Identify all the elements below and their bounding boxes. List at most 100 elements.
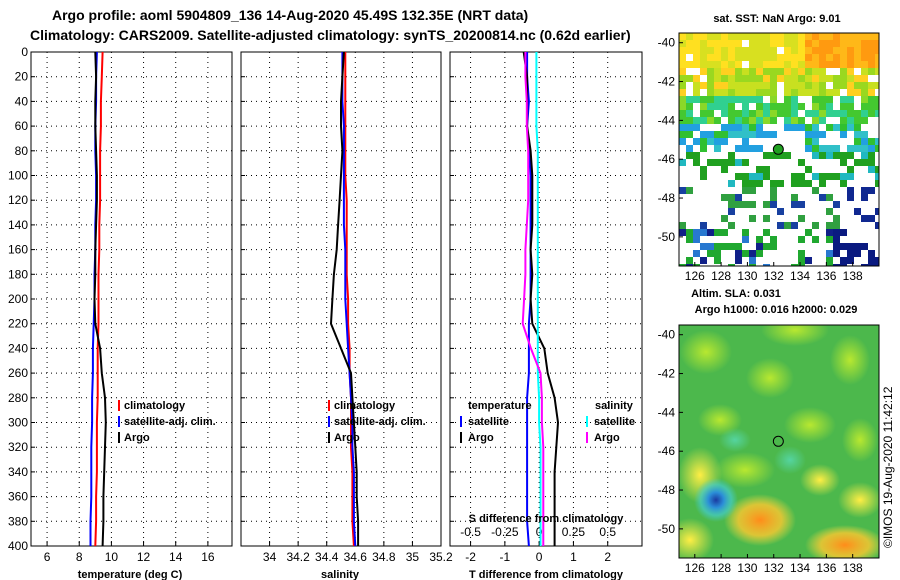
y-tick-label: 140 (8, 218, 28, 232)
sst-pixel (798, 180, 805, 187)
sst-pixel (707, 54, 714, 61)
y-tick-label: 280 (8, 391, 28, 405)
legend-label: satellite-adj. clim. (124, 416, 216, 428)
sst-pixel (728, 103, 735, 110)
sst-pixel (791, 40, 798, 47)
sst-pixel (854, 145, 861, 152)
sst-pixel (826, 40, 833, 47)
argo-float-marker (772, 143, 784, 155)
sst-pixel (840, 33, 847, 40)
sst-pixel (679, 110, 686, 117)
map-x-tick-label: 126 (685, 561, 705, 575)
sst-pixel (840, 229, 847, 236)
sst-pixel (742, 173, 749, 180)
sst-pixel (805, 124, 812, 131)
sst-pixel (854, 54, 861, 61)
sst-pixel (833, 215, 840, 222)
sst-pixel (868, 54, 875, 61)
sst-pixel (784, 82, 791, 89)
sst-pixel (749, 201, 756, 208)
sst-pixel (833, 124, 840, 131)
sst-pixel (721, 124, 728, 131)
sst-pixel (861, 89, 868, 96)
map-y-tick-label: -46 (658, 444, 676, 458)
sst-pixel (847, 173, 854, 180)
sst-pixel (868, 103, 875, 110)
sst-pixel (840, 131, 847, 138)
sst-pixel (721, 131, 728, 138)
sst-pixel (861, 194, 868, 201)
sst-pixel (777, 61, 784, 68)
sst-pixel (868, 257, 875, 264)
map-x-tick-label: 126 (685, 269, 705, 283)
sst-pixel (686, 229, 693, 236)
sst-pixel (819, 194, 826, 201)
sst-pixel (833, 89, 840, 96)
sst-pixel (686, 117, 693, 124)
sst-pixel (679, 131, 686, 138)
sst-pixel (854, 138, 861, 145)
x-tick-label: 35 (406, 550, 420, 564)
sst-pixel (833, 250, 840, 257)
sst-pixel (784, 103, 791, 110)
sst-pixel (861, 145, 868, 152)
sst-pixel (770, 68, 777, 75)
top-tick-label: -0.25 (491, 525, 519, 539)
sst-pixel (742, 187, 749, 194)
sst-pixel (728, 180, 735, 187)
sst-pixel (756, 68, 763, 75)
sst-pixel (756, 124, 763, 131)
sst-pixel (693, 138, 700, 145)
map-x-tick-label: 138 (843, 561, 863, 575)
sst-pixel (812, 68, 819, 75)
sst-pixel (861, 138, 868, 145)
map-x-tick-label: 128 (711, 269, 731, 283)
sst-pixel (847, 145, 854, 152)
sst-pixel (847, 187, 854, 194)
sst-pixel (854, 75, 861, 82)
sst-pixel (812, 47, 819, 54)
sst-pixel (770, 82, 777, 89)
sla-blob (838, 482, 879, 518)
sst-pixel (679, 159, 686, 166)
sst-pixel (854, 250, 861, 257)
sst-pixel (861, 61, 868, 68)
sst-map-axes: 126 128 130 132 134 136 138 -40 -42 -44 -46 -48 -50 (658, 36, 863, 283)
sst-pixel (735, 250, 742, 257)
x-tick-label: 12 (137, 550, 151, 564)
sst-pixel (875, 103, 879, 110)
y-tick-label: 220 (8, 317, 28, 331)
sst-pixel (721, 33, 728, 40)
sst-pixel (700, 103, 707, 110)
sst-pixel (861, 103, 868, 110)
top-tick-label: -0.5 (460, 525, 481, 539)
sst-pixel (833, 33, 840, 40)
sst-pixel (847, 61, 854, 68)
sst-pixel (833, 61, 840, 68)
sst-pixel (798, 236, 805, 243)
sst-pixel (749, 75, 756, 82)
sst-pixel (819, 152, 826, 159)
map-x-tick-label: 136 (816, 561, 836, 575)
sst-pixel (770, 89, 777, 96)
sst-pixel (798, 89, 805, 96)
temperature-legend: climatology satellite-adj. clim. Argo (118, 400, 216, 444)
sst-pixel (707, 229, 714, 236)
sst-pixel (798, 124, 805, 131)
sst-pixel (756, 243, 763, 250)
sst-pixel (742, 82, 749, 89)
sst-pixel (721, 159, 728, 166)
sst-pixel (679, 68, 686, 75)
sst-pixel (833, 47, 840, 54)
legend-swatch-t-argo (460, 432, 462, 443)
sst-pixel (819, 82, 826, 89)
sst-pixel (847, 75, 854, 82)
sst-pixel (875, 257, 879, 264)
sst-pixel (763, 166, 770, 173)
y-tick-label: 300 (8, 416, 28, 430)
sst-pixel (721, 54, 728, 61)
sla-blob (774, 446, 806, 474)
sst-pixel (798, 61, 805, 68)
sst-pixel (721, 103, 728, 110)
map-x-tick-label: 128 (711, 561, 731, 575)
